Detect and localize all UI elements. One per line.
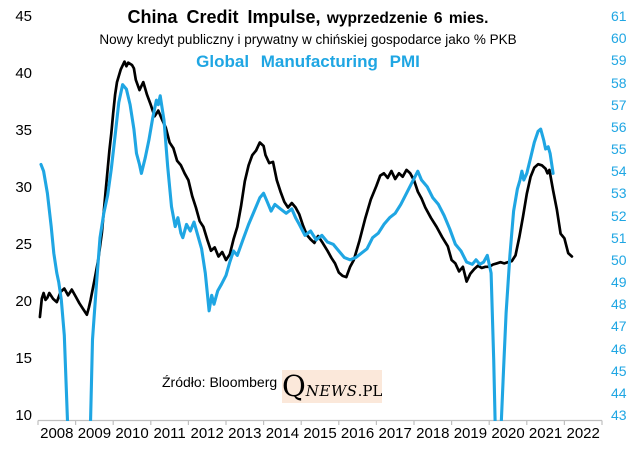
pmi-series-title: Global Manufacturing PMI [196, 51, 420, 71]
chart-subtitle: Nowy kredyt publiczny i prywatny w chińs… [99, 32, 517, 48]
x-axis-tick-label: 2019 [453, 425, 488, 442]
left-axis-tick-label: 20 [15, 292, 32, 310]
right-axis-tick-label: 46 [611, 340, 627, 357]
right-axis-tick-label: 52 [611, 207, 627, 224]
x-axis-tick-label: 2013 [228, 425, 262, 442]
right-axis-tick-label: 53 [611, 185, 627, 202]
left-axis-tick-label: 25 [15, 235, 32, 253]
right-axis-tick-label: 61 [611, 8, 627, 24]
right-axis-tick-label: 49 [611, 274, 627, 290]
right-axis-tick-label: 51 [611, 229, 627, 246]
chart-title-note: wyprzedzenie 6 mies. [320, 10, 489, 27]
right-axis-tick-label: 59 [611, 52, 627, 69]
qnews-logo-q: Q [282, 369, 306, 403]
chart-title-main: China Credit Impulse, [127, 7, 321, 27]
left-axis-tick-label: 10 [15, 406, 32, 424]
right-axis-tick-label: 58 [611, 74, 627, 91]
right-axis-tick-label: 57 [611, 96, 627, 113]
right-axis-tick-label: 44 [611, 384, 627, 401]
left-axis-tick-label: 45 [15, 7, 32, 25]
qnews-logo-news: NEWS [305, 382, 358, 400]
left-axis-tick-label: 40 [15, 64, 32, 82]
right-axis-tick-label: 60 [611, 30, 627, 47]
x-axis-tick-label: 2011 [153, 425, 186, 442]
pmi-line [39, 83, 555, 421]
x-axis-tick-label: 2016 [340, 425, 375, 442]
right-axis-tick-label: 54 [611, 163, 627, 180]
right-axis-tick-label: 50 [611, 251, 627, 268]
x-axis-tick-label: 2008 [40, 425, 74, 442]
credit-impulse-line [38, 60, 574, 319]
right-axis-tick-label: 47 [611, 318, 627, 335]
right-axis-tick-label: 56 [611, 118, 627, 135]
right-axis-tick-label: 55 [611, 141, 627, 157]
x-axis-tick-label: 2020 [491, 425, 525, 442]
chart-header: China Credit Impulse, wyprzedzenie 6 mie… [0, 7, 616, 71]
x-axis-tick-label: 2015 [303, 425, 337, 442]
left-axis-tick-label: 15 [15, 349, 32, 367]
x-axis-tick-label: 2009 [77, 425, 112, 442]
x-axis-tick-label: 2014 [265, 425, 300, 442]
right-axis-tick-label: 48 [611, 296, 627, 313]
x-axis-tick-label: 2012 [190, 425, 224, 442]
right-axis-tick-label: 43 [611, 407, 627, 423]
chart-title: China Credit Impulse, wyprzedzenie 6 mie… [0, 7, 616, 28]
qnews-logo: QNEWS.PL [282, 370, 382, 403]
x-axis-tick-label: 2010 [115, 425, 149, 442]
x-axis-tick-label: 2022 [566, 425, 600, 442]
left-axis-tick-label: 35 [15, 121, 32, 139]
x-axis-tick-label: 2018 [416, 425, 450, 442]
x-axis-tick-label: 2017 [378, 425, 412, 442]
right-axis-tick-label: 45 [611, 362, 627, 379]
left-axis-tick-label: 30 [15, 178, 32, 196]
x-axis-tick-label: 2021 [528, 425, 563, 442]
qnews-logo-pl: .PL [357, 382, 383, 400]
source-label: Źródło: Bloomberg [162, 374, 278, 390]
